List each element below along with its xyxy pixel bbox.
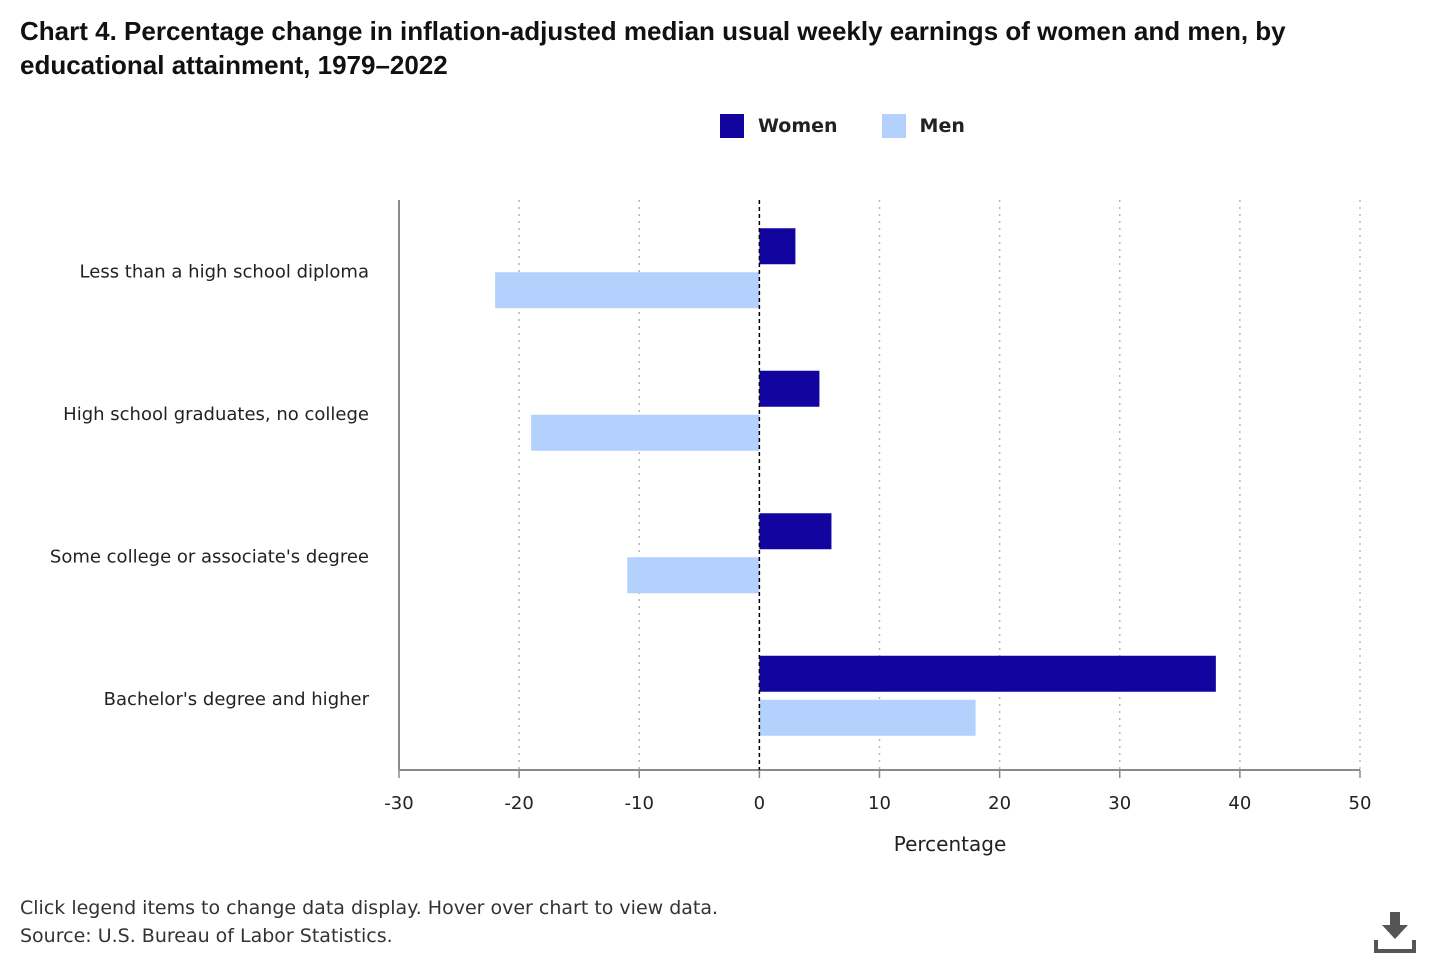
bar-women-1[interactable] <box>759 370 820 407</box>
x-tick-label-20: 20 <box>988 793 1011 814</box>
x-tick-label--30: -30 <box>384 793 413 814</box>
x-tick-label--20: -20 <box>504 793 533 814</box>
chart-title: Chart 4. Percentage change in inflation-… <box>20 16 1286 80</box>
footer-note: Click legend items to change data displa… <box>20 897 719 919</box>
bar-women-0[interactable] <box>759 228 796 265</box>
category-label-1: High school graduates, no college <box>63 404 369 425</box>
download-icon <box>1374 912 1416 953</box>
bar-women-2[interactable] <box>759 513 832 550</box>
bar-men-0[interactable] <box>495 272 760 309</box>
legend-label-men: Men <box>919 115 965 137</box>
x-tick-label--10: -10 <box>625 793 654 814</box>
axes <box>398 200 1361 778</box>
legend-label-women: Women <box>758 115 838 137</box>
legend-swatch-men <box>881 114 906 138</box>
x-axis-title: Percentage <box>894 832 1007 856</box>
legend-item-women[interactable]: Women <box>720 114 838 138</box>
x-tick-label-0: 0 <box>754 793 765 814</box>
category-label-2: Some college or associate's degree <box>50 546 369 567</box>
bar-men-3[interactable] <box>759 699 976 736</box>
chart-footer: Click legend items to change data displa… <box>20 894 718 950</box>
download-button[interactable] <box>1372 908 1418 954</box>
legend-swatch-women <box>720 114 744 138</box>
x-tick-label-40: 40 <box>1228 793 1251 814</box>
legend: Women Men <box>720 114 1009 138</box>
legend-item-men[interactable]: Men <box>881 114 965 138</box>
bars[interactable] <box>495 228 1216 736</box>
bar-men-1[interactable] <box>531 414 760 451</box>
bar-men-2[interactable] <box>627 557 760 594</box>
bar-women-3[interactable] <box>759 655 1216 692</box>
x-tick-label-50: 50 <box>1349 793 1372 814</box>
category-label-0: Less than a high school diploma <box>80 261 369 282</box>
footer-source: Source: U.S. Bureau of Labor Statistics. <box>20 925 393 947</box>
axis-labels: Less than a high school diploma High scho… <box>50 261 1372 856</box>
bar-chart[interactable]: Less than a high school diploma High scho… <box>0 0 1440 890</box>
category-label-3: Bachelor's degree and higher <box>104 689 370 710</box>
x-tick-label-10: 10 <box>868 793 891 814</box>
x-tick-label-30: 30 <box>1108 793 1131 814</box>
